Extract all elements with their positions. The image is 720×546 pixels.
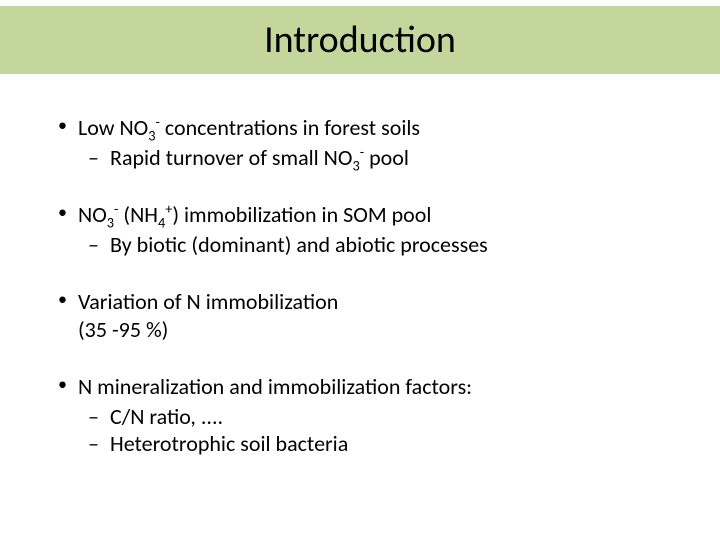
slide-title: Introduction: [264, 17, 456, 63]
sub-bullet-list: By biotic (dominant) and abiotic process…: [78, 231, 670, 259]
sub-bullet-item: Rapid turnover of small NO3- pool: [78, 144, 670, 172]
bullet-text: NO3- (NH4+) immobilization in SOM pool: [78, 201, 431, 228]
bullet-item: Low NO3- concentrations in forest soils R…: [50, 114, 670, 171]
bullet-text: Variation of N immobilization(35 -95 %): [78, 288, 670, 343]
sub-bullet-item: C/N ratio, ....: [78, 403, 670, 431]
bullet-list: Low NO3- concentrations in forest soils R…: [50, 114, 670, 458]
sub-bullet-item: By biotic (dominant) and abiotic process…: [78, 231, 670, 259]
bullet-text: Low NO3- concentrations in forest soils: [78, 114, 420, 141]
sub-bullet-list: C/N ratio, ....Heterotrophic soil bacter…: [78, 403, 670, 458]
slide-body: Low NO3- concentrations in forest soils R…: [0, 74, 720, 458]
bullet-text: N mineralization and immobilization fact…: [78, 373, 472, 400]
bullet-item: N mineralization and immobilization fact…: [50, 373, 670, 458]
bullet-item: Variation of N immobilization(35 -95 %): [50, 288, 670, 343]
bullet-item: NO3- (NH4+) immobilization in SOM pool By…: [50, 201, 670, 258]
sub-bullet-item: Heterotrophic soil bacteria: [78, 430, 670, 458]
title-bar: Introduction: [0, 6, 720, 74]
sub-bullet-list: Rapid turnover of small NO3- pool: [78, 144, 670, 172]
